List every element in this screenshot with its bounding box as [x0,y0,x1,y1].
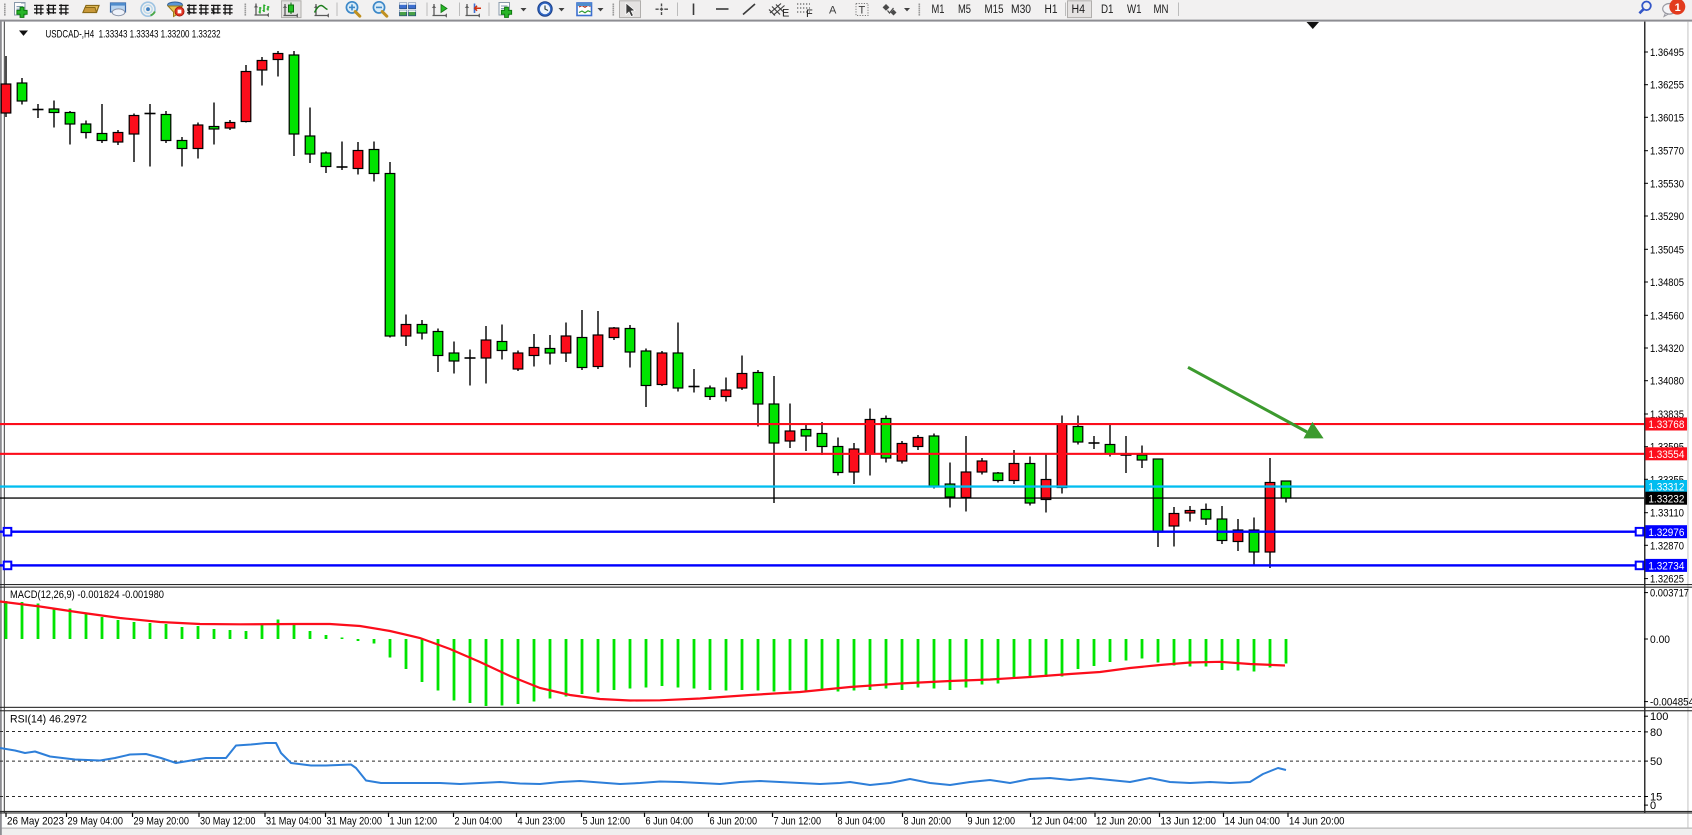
svg-text:1.36255: 1.36255 [1650,80,1684,92]
svg-text:W1: W1 [1127,4,1142,16]
svg-text:14 Jun 20:00: 14 Jun 20:00 [1289,816,1345,828]
svg-text:H4: H4 [1072,4,1086,16]
svg-text:D1: D1 [1101,4,1114,16]
svg-text:1.35290: 1.35290 [1650,211,1684,223]
svg-text:50: 50 [1650,756,1662,768]
svg-text:RSI(14) 46.2972: RSI(14) 46.2972 [10,714,87,726]
svg-text:2 Jun 04:00: 2 Jun 04:00 [455,816,503,828]
svg-text:26 May 2023: 26 May 2023 [7,816,64,828]
svg-text:1.33768: 1.33768 [1648,419,1684,431]
svg-text:1.32625: 1.32625 [1650,574,1684,586]
svg-text:31 May 20:00: 31 May 20:00 [327,816,383,828]
svg-text:6 Jun 04:00: 6 Jun 04:00 [646,816,694,828]
svg-text:14 Jun 04:00: 14 Jun 04:00 [1225,816,1281,828]
svg-text:M30: M30 [1011,4,1031,16]
svg-text:100: 100 [1650,711,1668,723]
svg-text:1.34320: 1.34320 [1650,343,1684,355]
svg-text:1.33110: 1.33110 [1650,508,1684,520]
svg-text:4 Jun 23:00: 4 Jun 23:00 [518,816,566,828]
svg-text:E: E [782,8,789,20]
svg-text:MACD(12,26,9) -0.001824 -0.001: MACD(12,26,9) -0.001824 -0.001980 [10,589,164,601]
svg-text:8 Jun 20:00: 8 Jun 20:00 [904,816,952,828]
svg-text:1.35045: 1.35045 [1650,244,1684,256]
svg-text:M15: M15 [985,4,1004,16]
svg-text:1 Jun 12:00: 1 Jun 12:00 [390,816,438,828]
svg-text:1.34080: 1.34080 [1650,376,1684,388]
svg-text:1.35770: 1.35770 [1650,146,1684,158]
svg-text:USDCAD-,H4 1.33343 1.33343 1.: USDCAD-,H4 1.33343 1.33343 1.33200 1.332… [46,29,221,41]
svg-text:H1: H1 [1045,4,1058,16]
svg-text:1.35530: 1.35530 [1650,178,1684,190]
svg-text:M1: M1 [932,4,945,16]
svg-text:15: 15 [1650,792,1662,804]
svg-text:29 May 20:00: 29 May 20:00 [134,816,190,828]
svg-text:MN: MN [1154,4,1169,16]
svg-text:0.003717: 0.003717 [1650,588,1689,600]
svg-text:1.32870: 1.32870 [1650,540,1684,552]
svg-text:A: A [829,5,837,17]
svg-text:T: T [859,5,866,17]
svg-text:1.32734: 1.32734 [1648,561,1684,573]
svg-text:5 Jun 12:00: 5 Jun 12:00 [583,816,631,828]
svg-text:1.34560: 1.34560 [1650,310,1684,322]
svg-text:13 Jun 12:00: 13 Jun 12:00 [1161,816,1217,828]
svg-text:0.00: 0.00 [1650,634,1670,646]
svg-text:8 Jun 04:00: 8 Jun 04:00 [838,816,886,828]
svg-text:1.36015: 1.36015 [1650,112,1684,124]
svg-text:1.36495: 1.36495 [1650,47,1684,59]
svg-text:1.33232: 1.33232 [1648,493,1684,505]
svg-text:6 Jun 20:00: 6 Jun 20:00 [710,816,758,828]
svg-text:12 Jun 20:00: 12 Jun 20:00 [1096,816,1152,828]
svg-text:1.34805: 1.34805 [1650,277,1684,289]
svg-text:30 May 12:00: 30 May 12:00 [200,816,256,828]
svg-text:1.33554: 1.33554 [1648,449,1684,461]
svg-text:M5: M5 [958,4,971,16]
svg-text:F: F [806,8,813,20]
svg-text:-0.004854: -0.004854 [1650,697,1692,709]
svg-text:80: 80 [1650,727,1662,739]
svg-text:1.32976: 1.32976 [1648,527,1684,539]
svg-text:7 Jun 12:00: 7 Jun 12:00 [774,816,822,828]
svg-text:0: 0 [1650,800,1656,812]
svg-text:12 Jun 04:00: 12 Jun 04:00 [1032,816,1088,828]
svg-text:9 Jun 12:00: 9 Jun 12:00 [968,816,1016,828]
svg-text:1.33312: 1.33312 [1648,482,1684,494]
svg-text:1: 1 [1675,2,1681,14]
svg-text:29 May 04:00: 29 May 04:00 [68,816,124,828]
svg-text:31 May 04:00: 31 May 04:00 [266,816,322,828]
